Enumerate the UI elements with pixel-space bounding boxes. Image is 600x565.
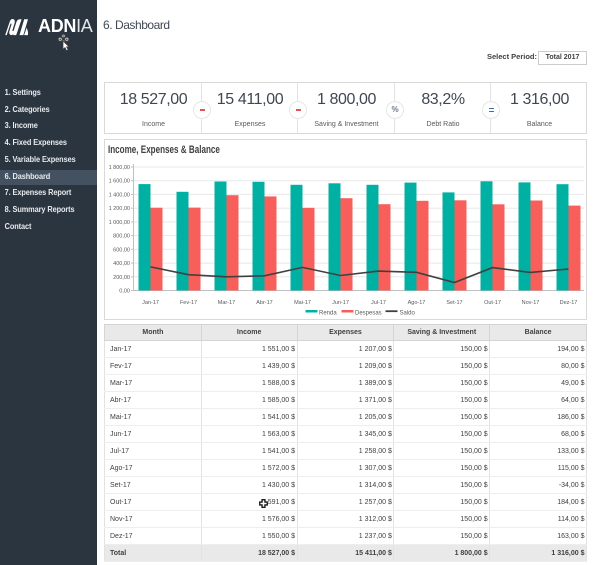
svg-text:1 400,00: 1 400,00 xyxy=(109,192,130,198)
svg-text:0,00: 0,00 xyxy=(119,289,130,295)
svg-text:Fev-17: Fev-17 xyxy=(180,300,197,306)
svg-text:1 800,00: 1 800,00 xyxy=(109,165,130,171)
svg-text:Set-17: Set-17 xyxy=(446,300,462,306)
svg-text:Out-17: Out-17 xyxy=(484,300,501,306)
svg-text:Despesas: Despesas xyxy=(355,311,382,317)
svg-text:Renda: Renda xyxy=(319,311,337,317)
svg-text:Mar-17: Mar-17 xyxy=(218,300,235,306)
svg-text:Dez-17: Dez-17 xyxy=(560,300,578,306)
svg-text:1 000,00: 1 000,00 xyxy=(109,220,130,226)
svg-text:Jan-17: Jan-17 xyxy=(142,300,159,306)
svg-text:200,00: 200,00 xyxy=(113,275,130,281)
svg-text:Jun-17: Jun-17 xyxy=(332,300,349,306)
svg-text:600,00: 600,00 xyxy=(113,247,130,253)
svg-text:1 200,00: 1 200,00 xyxy=(109,206,130,212)
svg-text:1 600,00: 1 600,00 xyxy=(109,179,130,185)
svg-text:Abr-17: Abr-17 xyxy=(256,300,273,306)
svg-text:Jul-17: Jul-17 xyxy=(371,300,386,306)
svg-text:Saldo: Saldo xyxy=(400,311,416,317)
svg-text:Mai-17: Mai-17 xyxy=(294,300,311,306)
svg-text:Nov-17: Nov-17 xyxy=(522,300,540,306)
svg-text:400,00: 400,00 xyxy=(113,261,130,267)
svg-text:800,00: 800,00 xyxy=(113,234,130,240)
svg-text:Ago-17: Ago-17 xyxy=(408,300,426,306)
